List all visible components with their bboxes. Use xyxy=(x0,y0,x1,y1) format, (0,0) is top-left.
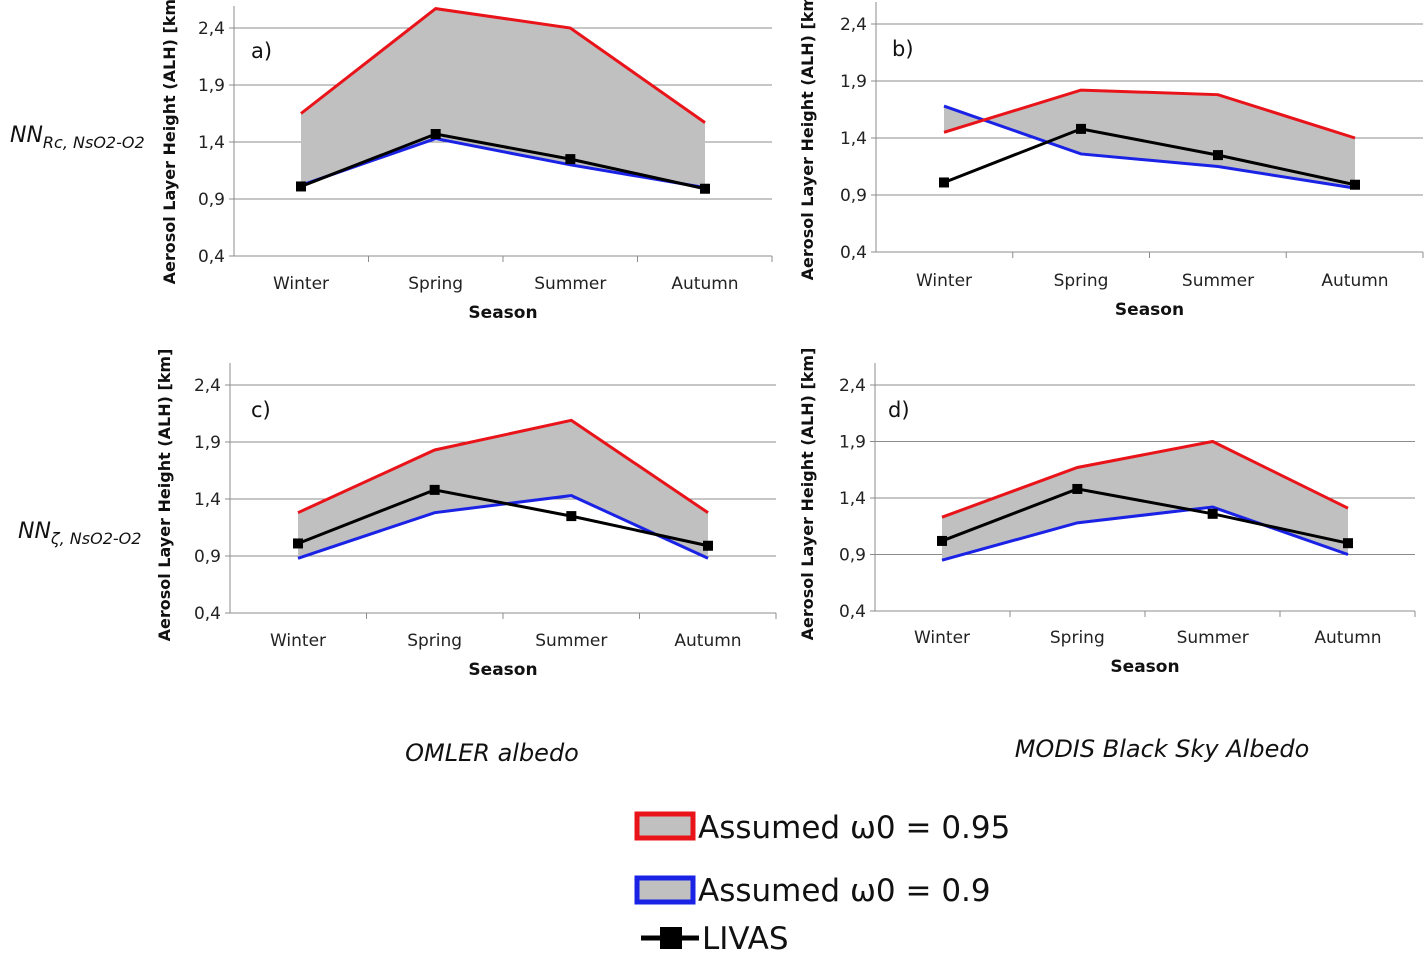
x-axis-label-a: Season xyxy=(468,303,537,323)
y-tick-label-d-4: 2,4 xyxy=(839,376,866,396)
legend: Assumed ω0 = 0.95 Assumed ω0 = 0.9 LIVAS xyxy=(634,810,1010,954)
panel-c: 0,4 0,9 1,4 1,9 2,4 Winter Spring Summer Autumn S… xyxy=(155,349,777,680)
series-line-livas-d xyxy=(941,487,1349,545)
y-axis-label-c: Aerosol Layer Height (ALH) [km] xyxy=(155,349,174,642)
livas-marker-d-0 xyxy=(937,535,947,546)
row-label-bottom: NNζ, NsO2-O2 xyxy=(18,519,141,548)
livas-marker-a-0 xyxy=(296,181,306,192)
x-category-label-d-0: Winter xyxy=(914,628,970,648)
x-category-label-a-1: Spring xyxy=(408,274,463,294)
y-tick-label-a-2: 1,4 xyxy=(198,133,225,153)
band-fill-b xyxy=(944,90,1355,189)
x-category-label-c-2: Summer xyxy=(535,631,607,651)
row-label-bottom-sub: ζ, NsO2-O2 xyxy=(50,529,142,548)
y-tick-label-b-2: 1,4 xyxy=(840,129,867,149)
series-line-blue-d xyxy=(941,505,1349,562)
x-category-label-a-0: Winter xyxy=(273,274,329,294)
panel-label-c: c) xyxy=(251,398,271,422)
x-category-label-b-1: Spring xyxy=(1054,271,1109,291)
row-label-top-main: NN xyxy=(10,123,43,148)
y-tick-label-a-3: 1,9 xyxy=(198,76,225,96)
panel-label-b: b) xyxy=(892,37,914,61)
column-label-left: OMLER albedo xyxy=(405,739,579,767)
y-tick-label-d-3: 1,9 xyxy=(839,433,866,453)
livas-marker-b-2 xyxy=(1213,150,1223,161)
x-category-label-c-3: Autumn xyxy=(674,631,741,651)
series-line-blue-b xyxy=(943,104,1356,190)
livas-marker-b-0 xyxy=(939,177,949,188)
y-tick-label-a-0: 0,4 xyxy=(198,247,225,267)
x-category-label-d-2: Summer xyxy=(1177,628,1249,648)
livas-marker-d-3 xyxy=(1343,538,1353,549)
y-tick-label-c-3: 1,9 xyxy=(194,433,221,453)
y-tick-label-d-0: 0,4 xyxy=(839,602,866,622)
panel-a: 0,4 0,9 1,4 1,9 2,4 Winter Spring Summer Autumn S… xyxy=(160,0,773,323)
x-axis-label-c: Season xyxy=(468,660,537,680)
legend-swatch-blue xyxy=(634,875,696,905)
y-tick-label-c-2: 1,4 xyxy=(194,490,221,510)
series-line-blue-a xyxy=(300,137,706,190)
series-line-red-a xyxy=(300,7,706,124)
chart-panels: 0,4 0,9 1,4 1,9 2,4 Winter Spring Summer Autumn S… xyxy=(155,0,1424,680)
y-tick-label-c-0: 0,4 xyxy=(194,604,221,624)
series-line-livas-a xyxy=(300,132,706,191)
legend-swatch-red xyxy=(634,811,696,841)
x-axis-label-b: Season xyxy=(1115,300,1184,320)
panel-d: 0,4 0,9 1,4 1,9 2,4 Winter Spring Summer Autumn S… xyxy=(798,348,1416,677)
y-tick-label-d-1: 0,9 xyxy=(839,546,866,566)
livas-marker-c-1 xyxy=(429,484,440,495)
legend-label-red: Assumed ω0 = 0.95 xyxy=(698,810,1010,846)
livas-marker-d-2 xyxy=(1207,508,1218,519)
row-label-bottom-main: NN xyxy=(18,519,51,544)
x-category-label-c-0: Winter xyxy=(270,631,326,651)
x-category-label-b-2: Summer xyxy=(1182,271,1254,291)
x-category-label-d-3: Autumn xyxy=(1314,628,1381,648)
y-tick-label-c-4: 2,4 xyxy=(194,376,221,396)
series-line-red-c xyxy=(297,418,709,515)
x-category-label-a-3: Autumn xyxy=(671,274,738,294)
livas-marker-a-2 xyxy=(565,154,576,165)
x-category-label-a-2: Summer xyxy=(534,274,606,294)
panel-label-d: d) xyxy=(888,398,910,422)
legend-label-blue: Assumed ω0 = 0.9 xyxy=(698,873,991,909)
band-fill-a xyxy=(301,8,705,188)
series-line-livas-b xyxy=(943,127,1356,187)
y-tick-label-c-1: 0,9 xyxy=(194,547,221,567)
y-tick-label-b-3: 1,9 xyxy=(840,72,867,92)
y-tick-label-a-1: 0,9 xyxy=(198,190,225,210)
y-axis-label-d: Aerosol Layer Height (ALH) [km] xyxy=(798,348,817,641)
x-category-label-b-3: Autumn xyxy=(1321,271,1388,291)
y-axis-label-b: Aerosol Layer Height (ALH) [km] xyxy=(798,0,817,280)
panel-label-a: a) xyxy=(251,39,272,63)
legend-marker-livas xyxy=(660,927,682,949)
y-tick-label-b-4: 2,4 xyxy=(840,15,867,35)
livas-marker-b-1 xyxy=(1076,123,1086,134)
livas-marker-c-3 xyxy=(703,540,713,551)
livas-marker-c-2 xyxy=(566,511,577,522)
y-tick-label-a-4: 2,4 xyxy=(198,19,225,39)
y-tick-label-b-1: 0,9 xyxy=(840,186,867,206)
column-label-right: MODIS Black Sky Albedo xyxy=(1015,735,1310,763)
y-tick-label-b-0: 0,4 xyxy=(840,243,867,263)
x-axis-label-d: Season xyxy=(1110,657,1179,677)
livas-marker-d-1 xyxy=(1072,483,1083,494)
x-category-label-d-1: Spring xyxy=(1050,628,1105,648)
x-category-label-b-0: Winter xyxy=(916,271,972,291)
panel-b: 0,4 0,9 1,4 1,9 2,4 Winter Spring Summer Autumn S… xyxy=(798,0,1424,320)
row-label-top-sub: Rc, NsO2-O2 xyxy=(43,133,145,152)
x-category-label-c-1: Spring xyxy=(407,631,462,651)
series-line-red-d xyxy=(941,439,1349,519)
livas-marker-a-1 xyxy=(430,129,441,140)
livas-marker-a-3 xyxy=(700,183,710,194)
row-label-top: NNRc, NsO2-O2 xyxy=(10,123,145,152)
y-axis-label-a: Aerosol Layer Height (ALH) [km] xyxy=(160,0,179,284)
series-line-red-b xyxy=(943,88,1356,140)
livas-marker-c-0 xyxy=(293,538,303,549)
livas-marker-b-3 xyxy=(1350,179,1360,190)
y-tick-label-d-2: 1,4 xyxy=(839,489,866,509)
legend-label-livas: LIVAS xyxy=(702,921,789,954)
series-line-livas-c xyxy=(297,488,709,548)
